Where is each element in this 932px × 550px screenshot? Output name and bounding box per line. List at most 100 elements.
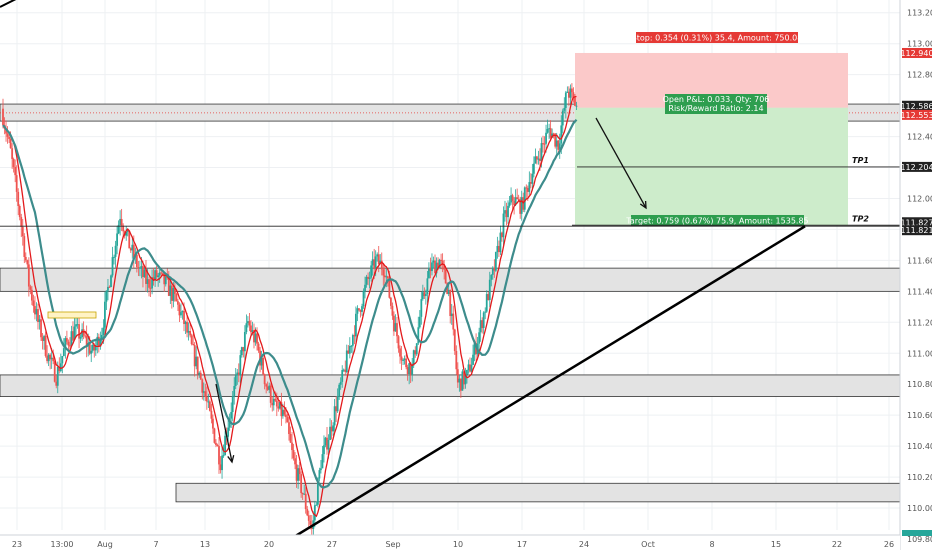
candle-body	[405, 358, 408, 368]
candle-body	[59, 363, 62, 372]
candle-body	[438, 259, 441, 269]
candle-body	[24, 256, 27, 261]
candle-body	[431, 262, 433, 272]
price-tag-bg	[902, 217, 932, 228]
candle-body	[426, 278, 429, 294]
price-tick-label: 110.400	[907, 442, 932, 451]
candle-body	[114, 245, 117, 257]
candle-body	[361, 306, 363, 312]
candle-body	[536, 156, 538, 160]
candle-body	[396, 323, 398, 337]
candle-body	[90, 350, 93, 354]
candle-body	[443, 264, 446, 270]
candle-body	[50, 357, 53, 360]
candle-body	[149, 287, 152, 289]
price-tick-label: 111.400	[907, 287, 932, 296]
candle-body	[31, 289, 33, 301]
price-tag-bg	[902, 161, 932, 172]
candle-body	[52, 357, 55, 362]
candle-body	[85, 336, 88, 347]
candle-body	[278, 402, 281, 409]
candle-body	[409, 363, 412, 376]
candle-body	[199, 372, 202, 380]
candle-body	[46, 355, 49, 362]
candle-body	[365, 276, 368, 285]
candle-body	[184, 321, 187, 325]
candle-body	[306, 509, 309, 516]
price-axis-bg	[900, 0, 932, 550]
candle-body	[380, 260, 383, 270]
candle-body	[441, 260, 444, 265]
candle-body	[12, 158, 15, 167]
candle-body	[155, 270, 158, 278]
candle-body	[453, 329, 456, 352]
candle-body	[307, 515, 310, 521]
candle-body	[320, 468, 322, 471]
candle-body	[507, 205, 509, 218]
candle-body	[208, 401, 211, 411]
time-tick-label: Aug	[97, 540, 113, 549]
candle-body	[368, 277, 371, 279]
candle-body	[213, 428, 216, 443]
candle-body	[341, 370, 344, 382]
price-tick-label: 110.800	[907, 380, 932, 389]
candle-body	[421, 292, 424, 300]
candle-body	[224, 435, 226, 456]
candle-body	[526, 188, 529, 192]
time-tick-label: 13:00	[50, 540, 73, 549]
zone-3	[0, 374, 901, 397]
candle-body	[285, 414, 287, 418]
candle-body	[399, 348, 401, 357]
candle-body	[362, 291, 365, 307]
time-tick-label: 8	[709, 540, 714, 549]
price-axis[interactable]: 113.200113.000112.800112.600112.400112.2…	[899, 0, 932, 550]
candle-body	[458, 378, 461, 383]
candle-body	[575, 105, 578, 107]
candle-body	[58, 366, 61, 372]
candle-body	[53, 361, 56, 382]
candle-body	[358, 308, 360, 311]
candle-body	[107, 286, 109, 291]
ma-fast-line	[2, 95, 577, 518]
candle-body	[539, 158, 541, 162]
candle-body	[520, 197, 523, 214]
candle-body	[183, 310, 185, 325]
candle-body	[478, 332, 481, 344]
candle-body	[108, 286, 111, 288]
candle-body	[315, 504, 318, 506]
candle-body	[221, 455, 223, 471]
candle-body	[250, 325, 252, 333]
candle-body	[204, 391, 207, 397]
candle-body	[157, 275, 160, 278]
candle-body	[146, 279, 149, 284]
candle-body	[175, 293, 178, 302]
candle-body	[67, 341, 70, 346]
time-axis[interactable]: 23 13:00 Aug 7 13 20 27 Sep 10 17 24 Oct 8 15 22 26	[0, 534, 900, 550]
candle-body	[479, 320, 482, 333]
candle-body	[27, 264, 30, 287]
candle-body	[100, 334, 103, 340]
current-price-tag	[902, 530, 932, 536]
candle-body	[336, 396, 339, 412]
candle-body	[99, 339, 102, 347]
candle-body	[247, 321, 249, 324]
candle-body	[327, 439, 330, 450]
short-position-tool[interactable]: Stop: 0.354 (0.31%) 35.4, Amount: 750.08…	[575, 32, 848, 226]
candle-body	[88, 343, 91, 354]
candle-body	[402, 359, 404, 361]
candle-body	[260, 357, 263, 366]
price-tick-label: 111.600	[907, 256, 932, 265]
candle-body	[251, 330, 254, 333]
candle-body	[400, 356, 403, 361]
candle-body	[412, 350, 415, 366]
candle-body	[187, 330, 190, 333]
candle-body	[236, 372, 239, 376]
candle-body	[219, 464, 222, 471]
candle-body	[189, 330, 192, 336]
candle-body	[158, 272, 161, 276]
candle-body	[379, 260, 382, 265]
candle-body	[15, 175, 18, 192]
candle-body	[531, 173, 534, 184]
candle-body	[35, 309, 38, 315]
